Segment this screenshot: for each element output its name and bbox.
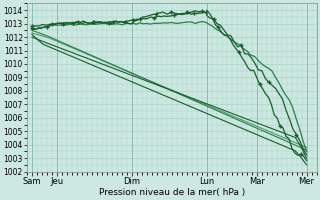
X-axis label: Pression niveau de la mer( hPa ): Pression niveau de la mer( hPa ) [99, 188, 245, 197]
